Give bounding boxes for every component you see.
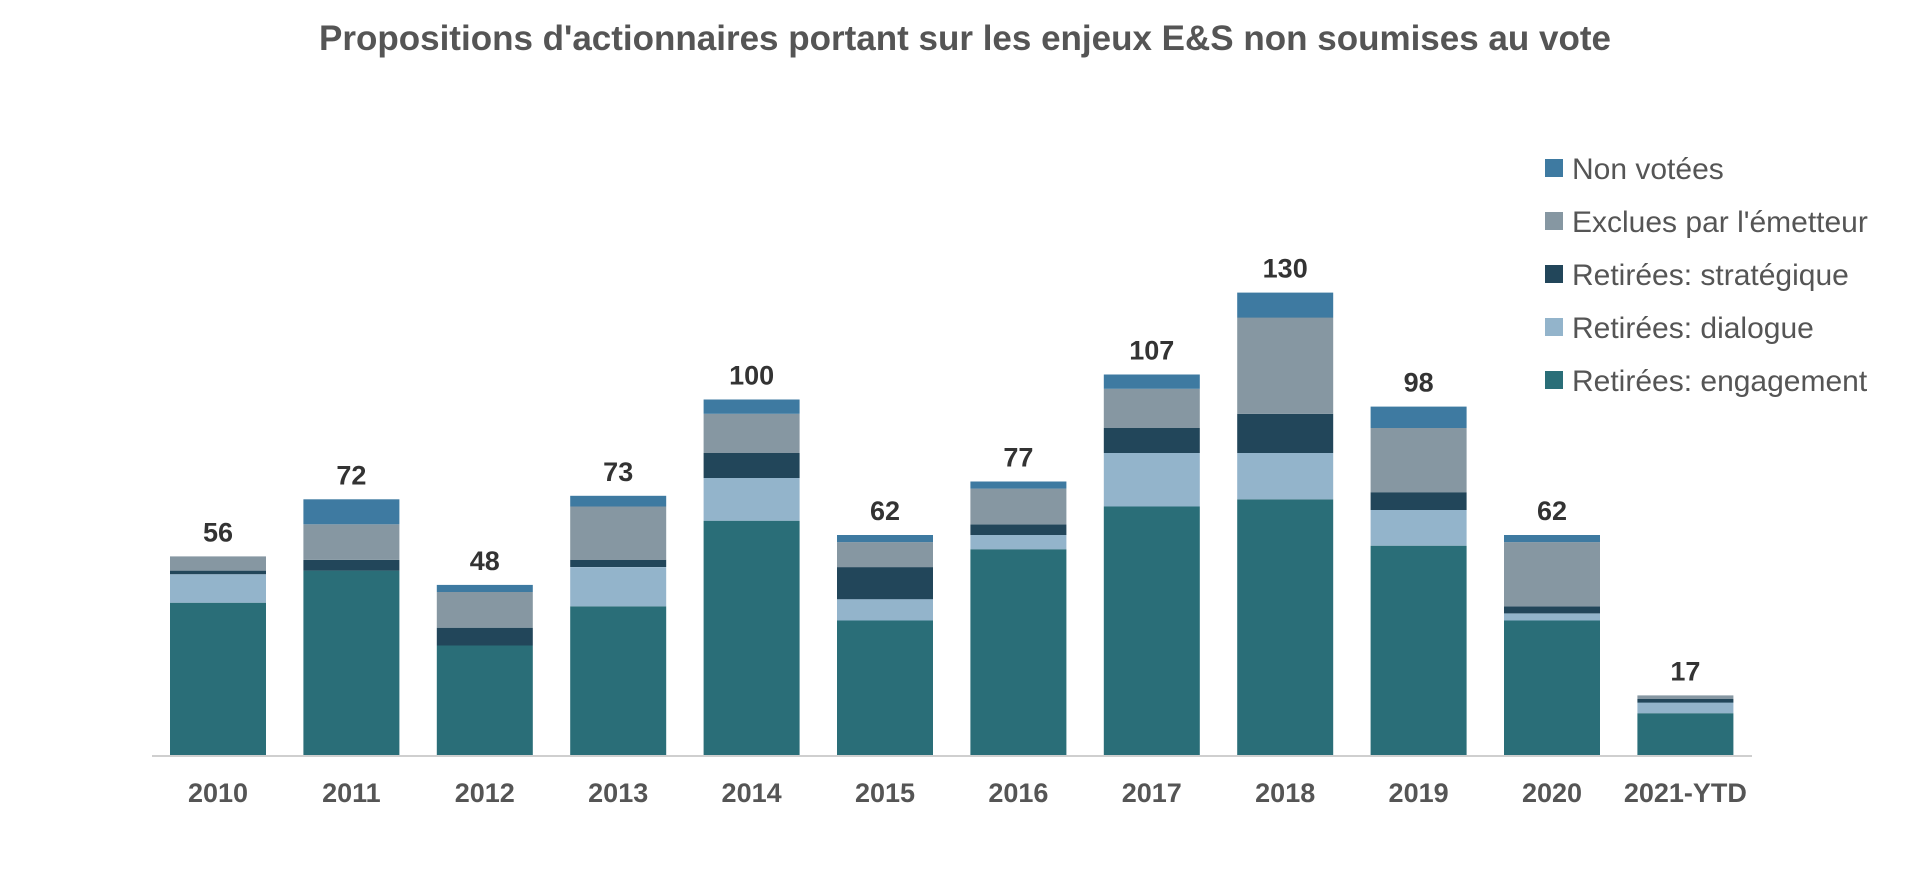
bar-retirees-engagement-2012 [436,645,533,756]
legend-label: Exclues par l'émetteur [1572,206,1868,239]
bar-exclues-par-l-emetteur-2016 [970,488,1067,525]
bar-retirees-engagement-2016 [970,549,1067,756]
bar-exclues-par-l-emetteur-2014 [703,413,800,453]
x-tick-label: 2021-YTD [1624,778,1747,808]
chart-title: Propositions d'actionnaires portant sur … [319,19,1611,58]
bar-retirees-strategique-2012 [436,627,533,646]
bar-non-votees-2011 [303,499,400,525]
x-tick-label: 2016 [988,778,1048,808]
bar-retirees-strategique-2018 [1237,413,1334,453]
bar-retirees-strategique-2019 [1370,492,1467,510]
legend-label: Retirées: dialogue [1572,312,1814,345]
legend-swatch-retirees-strategique [1545,265,1563,283]
total-label: 62 [870,496,900,526]
total-label: 130 [1263,254,1308,284]
bar-retirees-dialogue-2020 [1504,613,1600,621]
legend: Non votées Exclues par l'émetteur Retirées… [1545,153,1868,398]
bar-retirees-strategique-2014 [703,453,800,478]
bar-non-votees-2018 [1237,292,1334,318]
total-label: 77 [1003,443,1033,473]
bar-retirees-dialogue-2017 [1103,453,1200,507]
x-tick-label: 2017 [1122,778,1182,808]
total-label: 98 [1404,368,1434,398]
x-tick-label: 2015 [855,778,915,808]
bar-retirees-dialogue-2010 [170,574,266,603]
bar-retirees-dialogue-2021-ytd [1637,702,1734,714]
bar-non-votees-2020 [1504,535,1600,543]
total-label: 73 [603,457,633,487]
x-tick-label: 2010 [188,778,248,808]
x-tick-label: 2020 [1522,778,1582,808]
total-labels: 56 72 48 73 100 62 77 107 130 98 62 17 [203,254,1700,687]
bar-retirees-dialogue-2015 [837,599,933,621]
bar-retirees-strategique-2010 [170,570,266,575]
total-label: 56 [203,517,233,547]
bar-retirees-strategique-2015 [837,567,933,600]
bar-retirees-engagement-2015 [837,620,933,756]
legend-label: Retirées: engagement [1572,365,1868,398]
total-label: 48 [470,546,500,576]
bar-retirees-strategique-2017 [1103,428,1200,453]
bar-non-votees-2016 [970,481,1067,489]
bar-retirees-strategique-2013 [570,559,667,567]
bar-exclues-par-l-emetteur-2011 [303,524,400,560]
bar-retirees-dialogue-2018 [1237,453,1334,500]
bar-non-votees-2019 [1370,406,1467,428]
bar-non-votees-2015 [837,535,933,543]
bar-non-votees-2013 [570,495,667,507]
bar-retirees-engagement-2020 [1504,620,1600,756]
bar-retirees-dialogue-2016 [970,535,1067,550]
x-tick-label: 2013 [588,778,648,808]
bars-layer [170,292,1734,756]
bar-non-votees-2012 [436,584,533,592]
total-label: 17 [1670,656,1700,686]
bar-retirees-engagement-2013 [570,606,667,756]
bar-retirees-strategique-2011 [303,559,400,571]
legend-swatch-exclues-par-l-emetteur [1545,212,1563,230]
bar-retirees-engagement-2018 [1237,499,1334,756]
bar-exclues-par-l-emetteur-2017 [1103,388,1200,428]
legend-label: Retirées: stratégique [1572,259,1849,292]
x-axis-ticks: 2010 2011 2012 2013 2014 2015 2016 2017 2018 2019… [188,778,1747,808]
bar-exclues-par-l-emetteur-2010 [170,556,266,571]
total-label: 72 [336,460,366,490]
bar-retirees-engagement-2014 [703,520,800,756]
bar-exclues-par-l-emetteur-2015 [837,542,933,568]
bar-non-votees-2014 [703,399,800,414]
legend-label: Non votées [1572,153,1724,186]
legend-swatch-retirees-dialogue [1545,318,1563,336]
bar-retirees-engagement-2010 [170,602,266,756]
total-label: 107 [1129,336,1174,366]
bar-retirees-strategique-2016 [970,524,1067,535]
x-tick-label: 2012 [455,778,515,808]
bar-exclues-par-l-emetteur-2012 [436,592,533,628]
bar-exclues-par-l-emetteur-2019 [1370,428,1467,493]
bar-retirees-dialogue-2014 [703,477,800,521]
bar-retirees-engagement-2021-ytd [1637,713,1734,756]
x-tick-label: 2018 [1255,778,1315,808]
bar-retirees-engagement-2011 [303,570,400,756]
bar-retirees-dialogue-2019 [1370,510,1467,546]
total-label: 100 [729,361,774,391]
bar-exclues-par-l-emetteur-2020 [1504,542,1600,607]
bar-retirees-engagement-2017 [1103,506,1200,756]
bar-retirees-strategique-2021-ytd [1637,699,1734,703]
x-tick-label: 2014 [722,778,782,808]
legend-swatch-non-votees [1545,159,1563,177]
bar-exclues-par-l-emetteur-2021-ytd [1637,695,1734,699]
total-label: 62 [1537,496,1567,526]
bar-exclues-par-l-emetteur-2013 [570,506,667,560]
x-tick-label: 2019 [1389,778,1449,808]
bar-non-votees-2017 [1103,374,1200,389]
bar-retirees-engagement-2019 [1370,545,1467,756]
bar-exclues-par-l-emetteur-2018 [1237,317,1334,414]
x-tick-label: 2011 [322,778,381,808]
legend-swatch-retirees-engagement [1545,371,1563,389]
bar-retirees-strategique-2020 [1504,606,1600,614]
bar-retirees-dialogue-2013 [570,567,667,607]
